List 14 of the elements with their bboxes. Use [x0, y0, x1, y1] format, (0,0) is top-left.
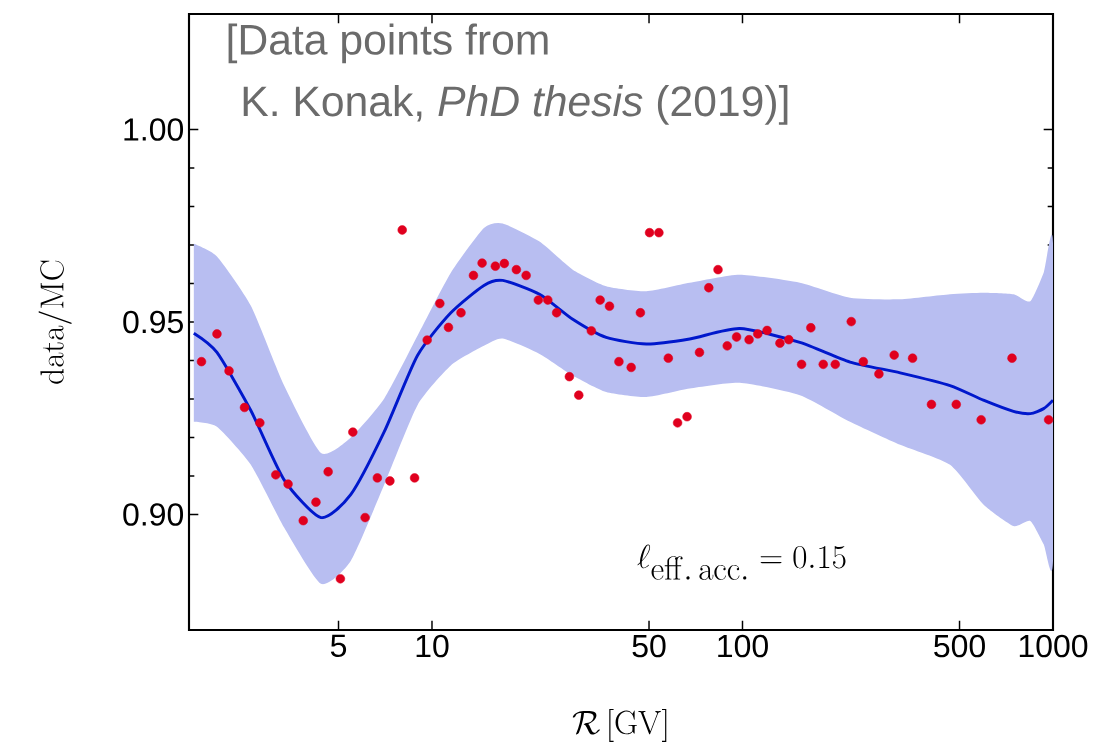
annotation: K. Konak, PhD thesis (2019)]: [243, 85, 788, 125]
x-axis-title: $\mathcal{R}\,[\mathrm{GV}]$: [572, 708, 667, 743]
annotation: $\ell_{\mathrm{eff.\,acc.}} = 0.15$: [637, 544, 846, 580]
x-tick-label: 100: [718, 634, 768, 658]
x-tick-label: 50: [632, 634, 666, 658]
y-tick-label: 1.00: [124, 118, 184, 141]
y-axis-title: $\mathrm{data/MC}$: [38, 260, 72, 384]
y-tick-label: 0.95: [123, 310, 183, 334]
x-tick-label: 10: [416, 634, 449, 658]
x-tick-label: 1000: [1019, 634, 1088, 658]
y-tick-label: 0.90: [123, 503, 184, 526]
x-tick-label: 500: [934, 634, 985, 658]
annotation: [Data points from: [228, 23, 548, 64]
x-tick-label: 5: [330, 634, 347, 658]
